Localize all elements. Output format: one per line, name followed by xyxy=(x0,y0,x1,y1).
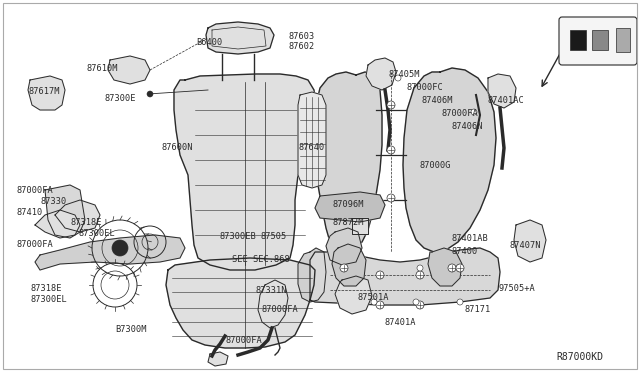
Text: 87318E: 87318E xyxy=(70,218,102,227)
Text: B6400: B6400 xyxy=(196,38,222,47)
Text: 87401AC: 87401AC xyxy=(488,96,525,105)
Text: 97505+A: 97505+A xyxy=(499,284,536,293)
Polygon shape xyxy=(366,58,396,90)
Text: 87000FA: 87000FA xyxy=(442,109,479,118)
Circle shape xyxy=(417,265,423,271)
FancyBboxPatch shape xyxy=(559,17,637,65)
Polygon shape xyxy=(166,258,315,348)
Text: 87000FC: 87000FC xyxy=(407,83,444,92)
Text: 87171: 87171 xyxy=(465,305,492,314)
Circle shape xyxy=(387,146,395,154)
Circle shape xyxy=(371,299,377,305)
Polygon shape xyxy=(332,244,366,286)
Polygon shape xyxy=(35,210,80,238)
Circle shape xyxy=(376,271,384,279)
Bar xyxy=(592,30,608,50)
Circle shape xyxy=(413,299,419,305)
Text: 87096M: 87096M xyxy=(333,200,365,209)
Circle shape xyxy=(387,194,395,202)
Circle shape xyxy=(416,271,424,279)
Polygon shape xyxy=(428,248,462,286)
Text: 87603: 87603 xyxy=(289,32,316,41)
Polygon shape xyxy=(174,74,316,270)
Polygon shape xyxy=(488,74,516,108)
Circle shape xyxy=(147,91,153,97)
Circle shape xyxy=(448,264,456,272)
Text: 87318E: 87318E xyxy=(30,284,61,293)
Text: 87602: 87602 xyxy=(289,42,316,51)
Text: 87400: 87400 xyxy=(452,247,478,256)
Text: 87410: 87410 xyxy=(16,208,42,217)
Polygon shape xyxy=(108,56,150,84)
Text: 87300EB: 87300EB xyxy=(219,232,256,241)
Bar xyxy=(616,28,630,52)
Circle shape xyxy=(387,101,395,109)
Circle shape xyxy=(340,264,348,272)
Bar xyxy=(570,30,586,50)
Text: 87000FA: 87000FA xyxy=(225,336,262,345)
Text: R87000KD: R87000KD xyxy=(556,352,603,362)
Polygon shape xyxy=(310,248,500,305)
Text: SEE SEC.868: SEE SEC.868 xyxy=(232,255,290,264)
Polygon shape xyxy=(298,248,326,302)
Circle shape xyxy=(416,301,424,309)
Polygon shape xyxy=(315,72,382,250)
Text: 87000FA: 87000FA xyxy=(16,240,52,249)
Circle shape xyxy=(395,75,401,81)
Text: 87617M: 87617M xyxy=(28,87,60,96)
Text: 87300EL: 87300EL xyxy=(30,295,67,304)
Polygon shape xyxy=(208,352,228,366)
Polygon shape xyxy=(28,76,65,110)
Text: 87407N: 87407N xyxy=(510,241,541,250)
Circle shape xyxy=(457,299,463,305)
Polygon shape xyxy=(352,218,368,234)
Polygon shape xyxy=(514,220,546,262)
Text: 87406M: 87406M xyxy=(422,96,454,105)
Text: 87000G: 87000G xyxy=(420,161,451,170)
Text: 87600N: 87600N xyxy=(162,143,193,152)
Circle shape xyxy=(112,240,128,256)
Text: 87610M: 87610M xyxy=(86,64,118,73)
Polygon shape xyxy=(55,200,100,232)
Text: 87300E: 87300E xyxy=(104,94,136,103)
Text: 87401AB: 87401AB xyxy=(452,234,489,243)
Polygon shape xyxy=(35,235,185,270)
Polygon shape xyxy=(298,92,326,188)
Text: 87405M: 87405M xyxy=(389,70,420,79)
Text: 87330: 87330 xyxy=(40,197,67,206)
Text: 87872M: 87872M xyxy=(333,218,365,227)
Circle shape xyxy=(471,109,477,115)
Polygon shape xyxy=(206,22,274,54)
Text: 87640: 87640 xyxy=(299,143,325,152)
Polygon shape xyxy=(45,185,85,238)
Text: 87000FA: 87000FA xyxy=(262,305,299,314)
Text: 87505: 87505 xyxy=(261,232,287,241)
Text: 87401A: 87401A xyxy=(385,318,417,327)
Polygon shape xyxy=(326,228,362,265)
Text: 87331N: 87331N xyxy=(256,286,287,295)
Text: 87406N: 87406N xyxy=(452,122,483,131)
Text: 87501A: 87501A xyxy=(358,293,390,302)
Polygon shape xyxy=(315,192,385,222)
Text: 87300EL: 87300EL xyxy=(78,229,115,238)
Circle shape xyxy=(376,301,384,309)
Polygon shape xyxy=(335,276,372,314)
Polygon shape xyxy=(258,280,288,328)
Circle shape xyxy=(456,264,464,272)
Polygon shape xyxy=(403,68,496,252)
Text: 87000FA: 87000FA xyxy=(16,186,52,195)
Text: B7300M: B7300M xyxy=(115,325,147,334)
